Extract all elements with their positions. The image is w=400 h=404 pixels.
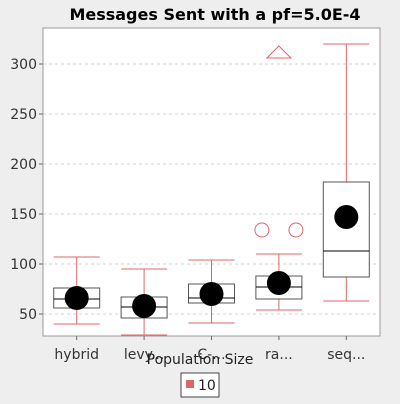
mean-marker — [267, 271, 291, 295]
y-tick-label: 300 — [10, 57, 37, 73]
x-axis-label: Population Size — [147, 352, 254, 368]
x-tick-label: hybrid — [54, 347, 99, 363]
x-tick-label: ra... — [265, 347, 293, 363]
legend: 10 — [181, 373, 219, 397]
y-axis-ticks: 50 100 150 200 250 300 — [10, 57, 43, 323]
mean-marker — [200, 282, 224, 306]
mean-marker — [132, 294, 156, 318]
y-tick-label: 250 — [10, 107, 37, 123]
mean-marker — [65, 286, 89, 310]
legend-swatch — [186, 380, 194, 388]
y-tick-label: 200 — [10, 157, 37, 173]
y-tick-label: 150 — [10, 207, 37, 223]
mean-marker — [334, 205, 358, 229]
box — [323, 182, 369, 277]
legend-label: 10 — [198, 378, 216, 394]
y-tick-label: 50 — [19, 307, 37, 323]
x-tick-label: seq... — [327, 347, 365, 363]
y-tick-label: 100 — [10, 257, 37, 273]
chart-title: Messages Sent with a pf=5.0E-4 — [69, 5, 360, 24]
